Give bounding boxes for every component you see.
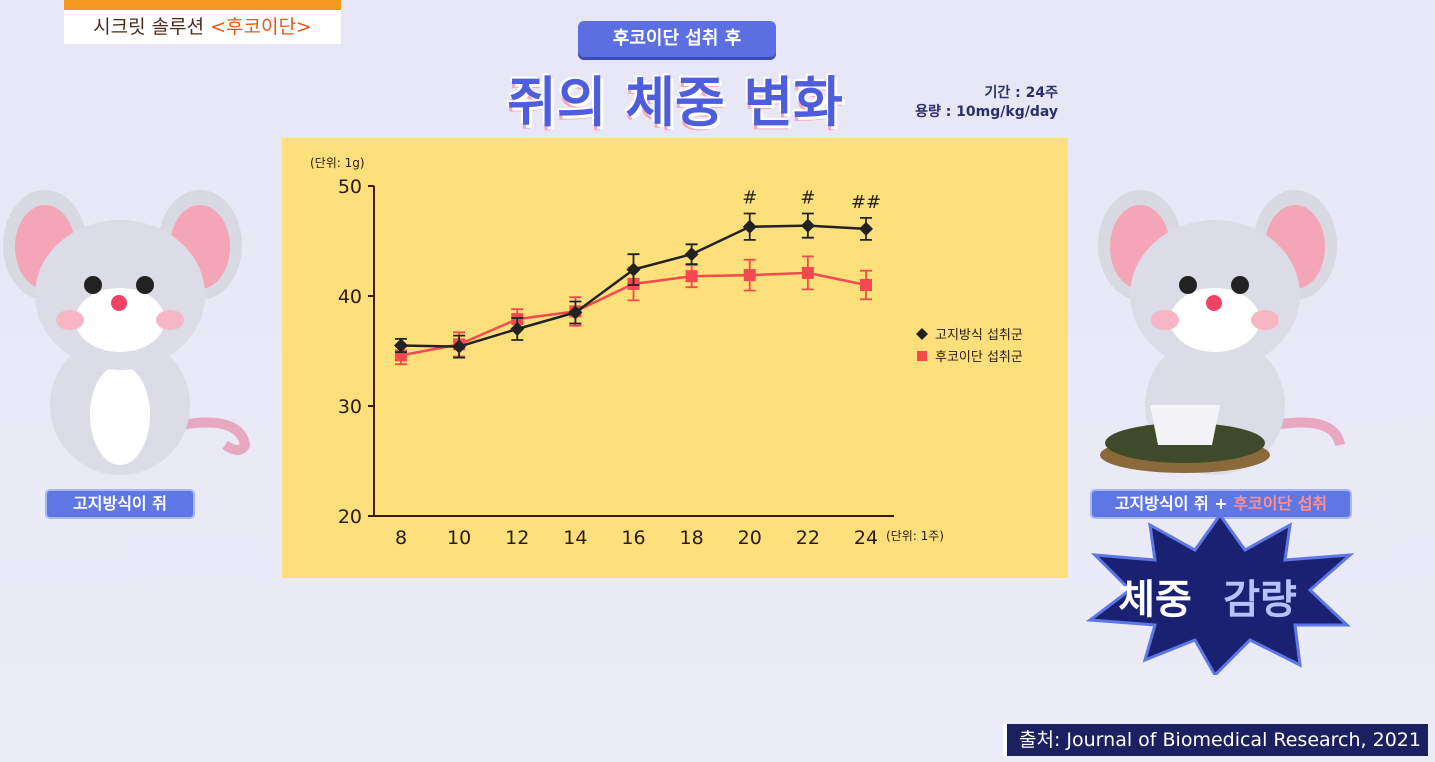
significance-mark: # (800, 188, 815, 209)
x-tick-label: 22 (796, 527, 820, 549)
data-point (510, 322, 525, 336)
data-point (860, 279, 872, 291)
data-point (859, 221, 873, 236)
data-point (743, 269, 756, 282)
legend-marker (917, 351, 927, 361)
banner-subtitle: 시크릿 솔루션 <후코이단> (64, 10, 341, 44)
header-pill: 후코이단 섭취 후 (578, 21, 776, 57)
legend-label: 후코이단 섭취군 (935, 350, 1023, 365)
label-fucoidan-mouse: 고지방식이 쥐 + 후코이단 섭취 (1090, 489, 1352, 519)
data-point (394, 338, 408, 353)
y-axis-unit: (단위: 1g) (310, 156, 365, 170)
y-tick-label: 50 (338, 176, 362, 198)
data-point (626, 262, 641, 277)
burst-word-1: 체중 (1118, 577, 1192, 623)
legend-marker (916, 328, 928, 340)
y-tick-label: 30 (338, 396, 362, 418)
x-tick-label: 14 (563, 527, 587, 549)
data-point (685, 270, 698, 283)
top-banner-bar (64, 0, 341, 10)
weight-loss-burst: 체중 감량 (1085, 515, 1355, 675)
label-highlight: 후코이단 섭취 (1233, 494, 1328, 513)
x-tick-label: 16 (621, 527, 645, 549)
x-tick-label: 10 (447, 527, 471, 549)
chart-panel: 20 30 40 50 8 10 12 14 16 18 20 22 24 (단위: 1g) (단위: 1주… (282, 138, 1068, 578)
x-tick-label: 20 (738, 527, 762, 549)
weight-chart: 20 30 40 50 8 10 12 14 16 18 20 22 24 (단위: 1g) (단위: 1주… (310, 156, 1023, 549)
data-point (568, 305, 583, 320)
banner-subtitle-text: 시크릿 솔루션 (93, 16, 211, 38)
page-title: 쥐의 체중 변화 (507, 71, 843, 134)
y-tick-label: 20 (338, 506, 362, 528)
x-tick-label: 24 (854, 527, 878, 549)
label-prefix: 고지방식이 쥐 + (1114, 494, 1234, 513)
mouse-illustration-right (1098, 190, 1345, 475)
legend-label: 고지방식 섭취군 (935, 328, 1023, 343)
mouse-illustration-left (3, 190, 251, 475)
period-text: 기간 : 24주 (984, 85, 1058, 101)
x-tick-label: 18 (680, 527, 704, 549)
data-point (684, 247, 699, 262)
burst-word-2: 감량 (1223, 577, 1297, 623)
data-point (800, 218, 815, 233)
data-point (801, 266, 814, 279)
x-tick-label: 12 (505, 527, 529, 549)
source-caption: 출처: Journal of Biomedical Research, 2021 (1003, 724, 1428, 756)
data-point (742, 219, 757, 234)
x-axis-unit: (단위: 1주) (886, 529, 944, 543)
significance-mark: # (742, 188, 757, 209)
channel-logo (0, 0, 40, 80)
y-tick-label: 40 (338, 286, 362, 308)
banner-subtitle-highlight: <후코이단> (210, 16, 312, 38)
significance-mark: ## (851, 192, 881, 213)
dose-text: 용량 : 10mg/kg/day (915, 104, 1058, 120)
data-point (452, 339, 467, 354)
label-high-fat-mouse: 고지방식이 쥐 (45, 489, 195, 519)
x-tick-label: 8 (395, 527, 407, 549)
